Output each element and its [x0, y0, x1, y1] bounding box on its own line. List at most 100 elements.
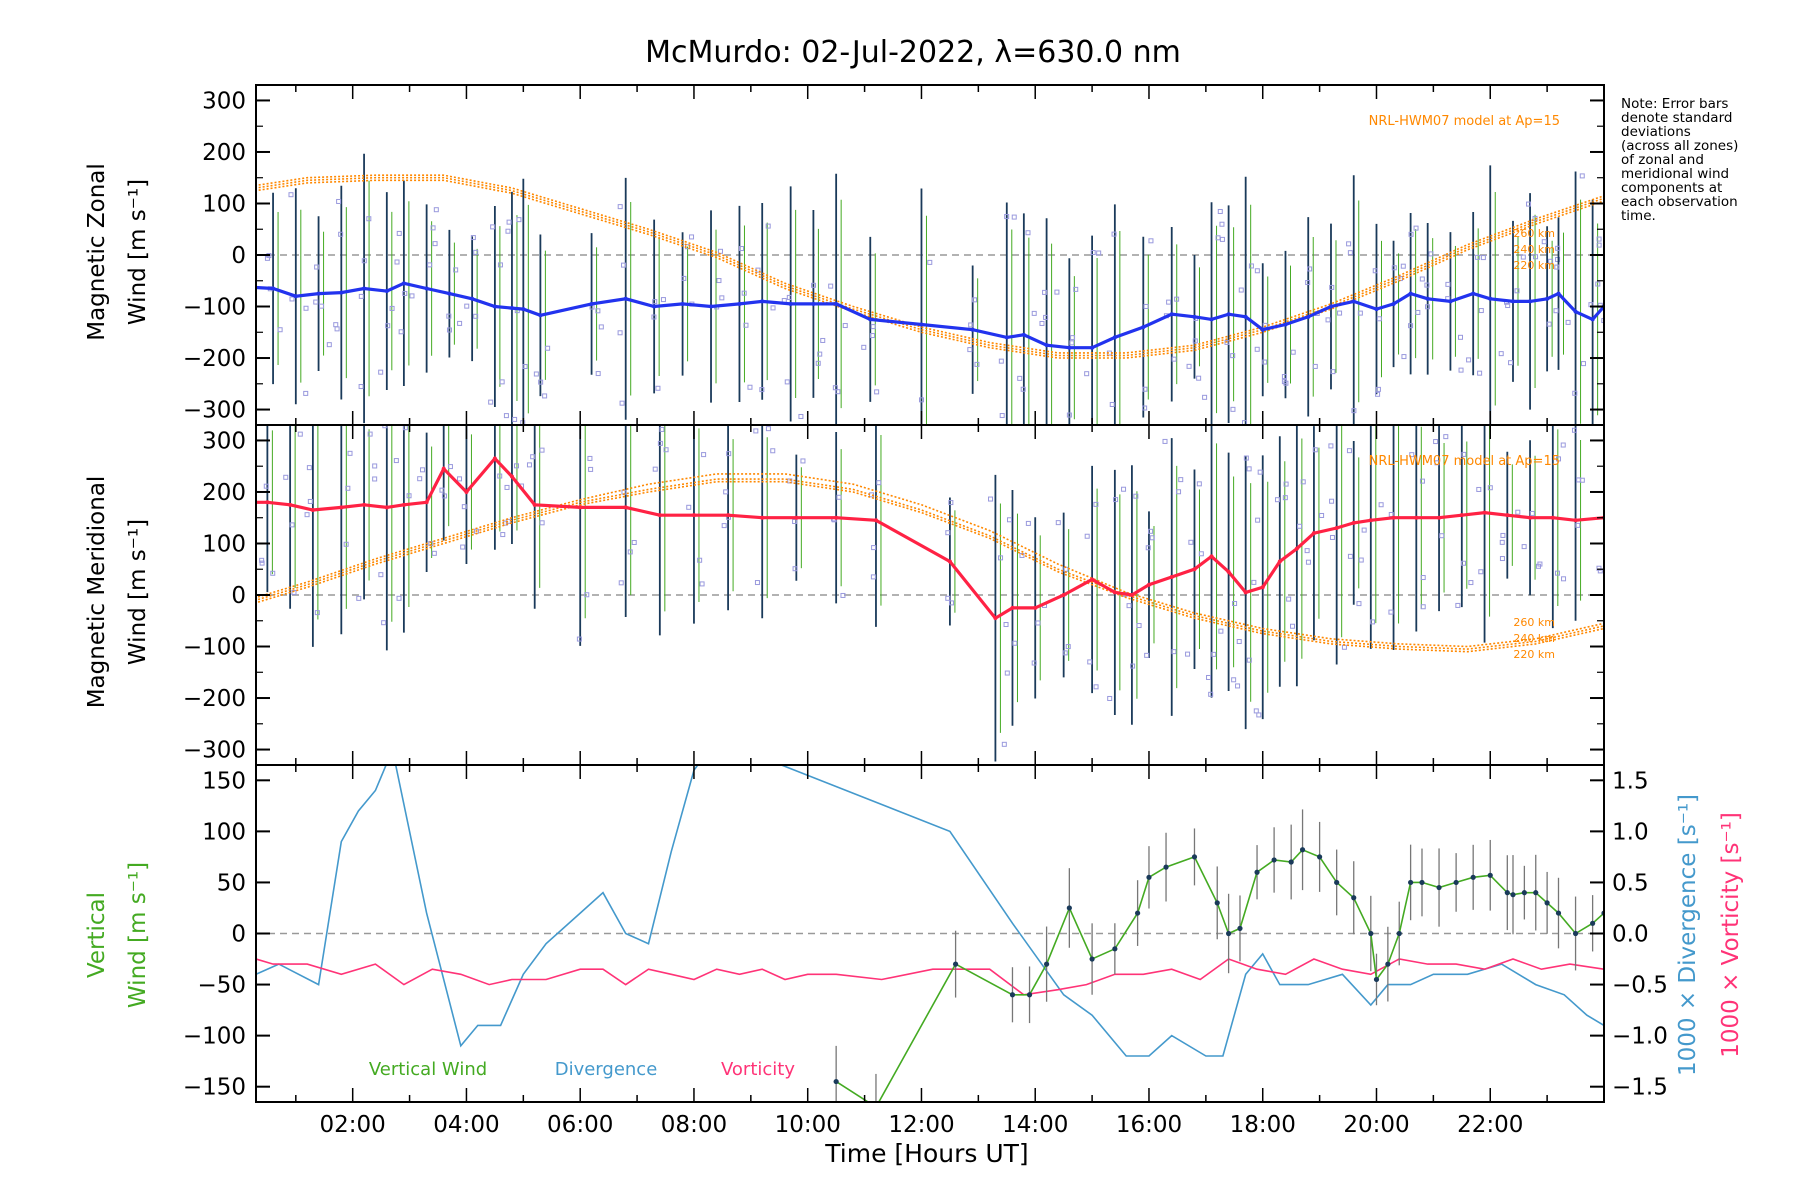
scatter-point: [1351, 408, 1357, 414]
scatter-point: [840, 592, 846, 598]
scatter-point: [1069, 340, 1075, 346]
scatter-point: [303, 390, 309, 396]
scatter-point: [1136, 623, 1142, 629]
scatter-point: [587, 455, 593, 461]
zonal-point: [293, 294, 298, 299]
scatter-point: [314, 264, 320, 270]
scatter-point: [1330, 369, 1336, 375]
scatter-point: [945, 530, 951, 536]
scatter-point: [345, 485, 351, 491]
scatter-point: [689, 234, 695, 240]
scatter-point: [770, 305, 776, 311]
scatter-point: [842, 323, 848, 329]
vertical-wind-point: [1453, 879, 1459, 886]
scatter-point: [1003, 622, 1009, 628]
x-tick-label: 16:00: [1116, 1112, 1182, 1138]
scatter-point: [1218, 628, 1224, 634]
y-tick-label: 200: [202, 140, 246, 166]
scatter-point: [1192, 338, 1198, 344]
scatter-point: [1171, 356, 1177, 362]
y-tick-label: 0: [231, 922, 246, 948]
zonal-point: [1260, 327, 1265, 332]
vertical-wind-point: [1470, 874, 1476, 880]
scatter-point: [542, 393, 548, 399]
x-tick-label: 20:00: [1343, 1112, 1409, 1138]
zonal-point: [788, 301, 793, 306]
zonal-point: [1192, 314, 1197, 319]
x-tick-label: 08:00: [661, 1112, 727, 1138]
scatter-point: [1370, 619, 1376, 625]
y-tick-label: −100: [183, 1024, 246, 1050]
zonal-point: [509, 306, 514, 311]
vertical-wind-point: [952, 961, 959, 967]
scatter-point: [972, 297, 978, 303]
scatter-point: [618, 580, 624, 586]
scatter-point: [792, 518, 798, 524]
meridional-point: [1334, 526, 1339, 531]
meridional-point: [578, 505, 583, 510]
scatter-point: [297, 431, 303, 437]
note-line: deviations: [1621, 124, 1691, 140]
scatter-point: [1253, 708, 1259, 714]
scatter-point: [1282, 495, 1288, 501]
scatter-point: [869, 333, 875, 339]
scatter-point: [1357, 310, 1363, 316]
scatter-point: [1166, 299, 1172, 305]
vertical-wind-point: [1504, 890, 1510, 896]
zonal-point: [1283, 322, 1288, 327]
legend-vertical-wind: Vertical Wind: [369, 1059, 487, 1080]
scatter-point: [1347, 553, 1353, 559]
zonal-point: [868, 317, 873, 322]
scatter-point: [307, 498, 313, 504]
scatter-point: [1012, 640, 1018, 646]
scatter-point: [1434, 460, 1440, 466]
meridional-point: [1550, 515, 1555, 520]
scatter-point: [631, 539, 637, 545]
meridional-point: [794, 515, 799, 520]
scatter-point: [1107, 695, 1113, 701]
zonal-point: [1471, 291, 1476, 296]
meridional-point: [1192, 567, 1197, 572]
vertical-wind-point: [1334, 879, 1340, 886]
scatter-point: [1219, 221, 1225, 227]
model-label: NRL-HWM07 model at Ap=15: [1369, 454, 1560, 469]
vertical-wind-point: [1396, 930, 1402, 937]
scatter-point: [1238, 287, 1244, 293]
scatter-point: [1325, 317, 1331, 323]
zonal-point: [1169, 312, 1174, 317]
scatter-point: [430, 225, 436, 231]
scatter-point: [263, 483, 269, 489]
scatter-point: [499, 379, 505, 385]
zonal-point: [1488, 296, 1493, 301]
scatter-point: [1487, 485, 1493, 491]
scatter-point: [1254, 268, 1260, 274]
x-axis-label: Time [Hours UT]: [824, 1139, 1028, 1168]
scatter-point: [1065, 644, 1071, 650]
scatter-point: [1508, 360, 1514, 366]
scatter-point: [314, 610, 320, 616]
scatter-point: [697, 557, 703, 563]
scatter-point: [1376, 316, 1382, 322]
scatter-point: [393, 458, 399, 464]
scatter-point: [516, 217, 522, 223]
scatter-point: [1478, 569, 1484, 575]
scatter-point: [1361, 527, 1367, 533]
y-tick-label: 100: [202, 819, 246, 845]
scatter-point: [1461, 451, 1467, 457]
meridional-point: [834, 515, 839, 520]
scatter-point: [1356, 601, 1362, 607]
vertical-wind-point: [1009, 992, 1016, 998]
altitude-label: 240 km: [1513, 243, 1555, 256]
vertical-wind-point: [1373, 976, 1380, 983]
scatter-point: [1202, 394, 1208, 400]
x-tick-label: 14:00: [1002, 1112, 1068, 1138]
scatter-point: [1515, 509, 1521, 515]
meridional-point: [362, 502, 367, 507]
scatter-point: [1297, 523, 1303, 529]
scatter-point: [747, 384, 753, 390]
y-tick-label: −100: [183, 635, 246, 661]
model-curve-240km: [256, 176, 1604, 357]
zonal-point: [1374, 307, 1379, 312]
scatter-point: [1346, 241, 1352, 247]
scatter-point: [1579, 173, 1585, 179]
